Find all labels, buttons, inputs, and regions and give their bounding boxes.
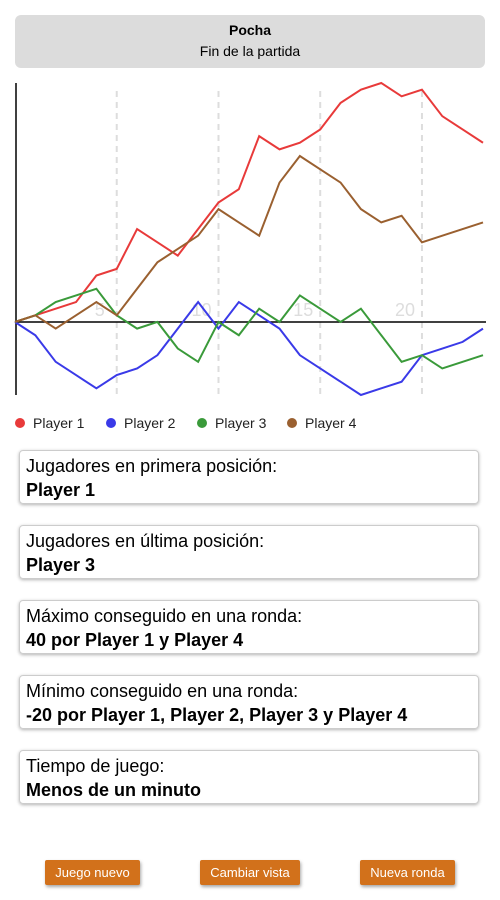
legend-swatch [197,418,207,428]
stat-label: Máximo conseguido en una ronda: [26,606,303,626]
legend-label: Player 4 [305,415,357,431]
x-tick-label: 5 [95,300,105,320]
stat-value: Menos de un minuto [26,780,201,800]
series-line [14,154,484,330]
legend-item: Player 1 [15,415,85,431]
series-line [14,287,484,370]
legend-swatch [287,418,297,428]
x-tick-label: 15 [293,300,313,320]
button[interactable]: Cambiar vista [200,860,300,885]
series-line [14,81,484,323]
button[interactable]: Juego nuevo [45,860,140,885]
stat-card: Tiempo de juego: Menos de un minuto [19,750,479,804]
button[interactable]: Nueva ronda [360,860,455,885]
legend-item: Player 3 [197,415,267,431]
subtitle: Fin de la partida [199,43,301,59]
stat-label: Jugadores en primera posición: [26,456,278,476]
legend-label: Player 2 [124,415,176,431]
stat-value: Player 3 [26,555,96,575]
x-tick-label: 20 [395,300,415,320]
stat-label: Tiempo de juego: [26,756,165,776]
stat-label: Jugadores en última posición: [26,531,265,551]
title: Pocha [228,22,271,38]
legend-label: Player 3 [215,415,267,431]
stat-card: Mínimo conseguido en una ronda: -20 por P… [19,675,479,729]
series-line [14,300,484,397]
stat-value: -20 por Player 1, Player 2, Player 3 y P… [26,705,408,725]
stat-value: 40 por Player 1 y Player 4 [26,630,244,650]
header: Pocha Fin de la partida [15,15,485,68]
stat-label: Mínimo conseguido en una ronda: [26,681,299,701]
stat-card: Jugadores en primera posición: Player 1 [19,450,479,504]
stat-card: Jugadores en última posición: Player 3 [19,525,479,579]
stat-value: Player 1 [26,480,96,500]
legend-swatch [106,418,116,428]
legend-label: Player 1 [33,415,85,431]
legend-swatch [15,418,25,428]
stat-card: Máximo conseguido en una ronda: 40 por Pl… [19,600,479,654]
legend-item: Player 2 [106,415,176,431]
legend-item: Player 4 [287,415,357,431]
